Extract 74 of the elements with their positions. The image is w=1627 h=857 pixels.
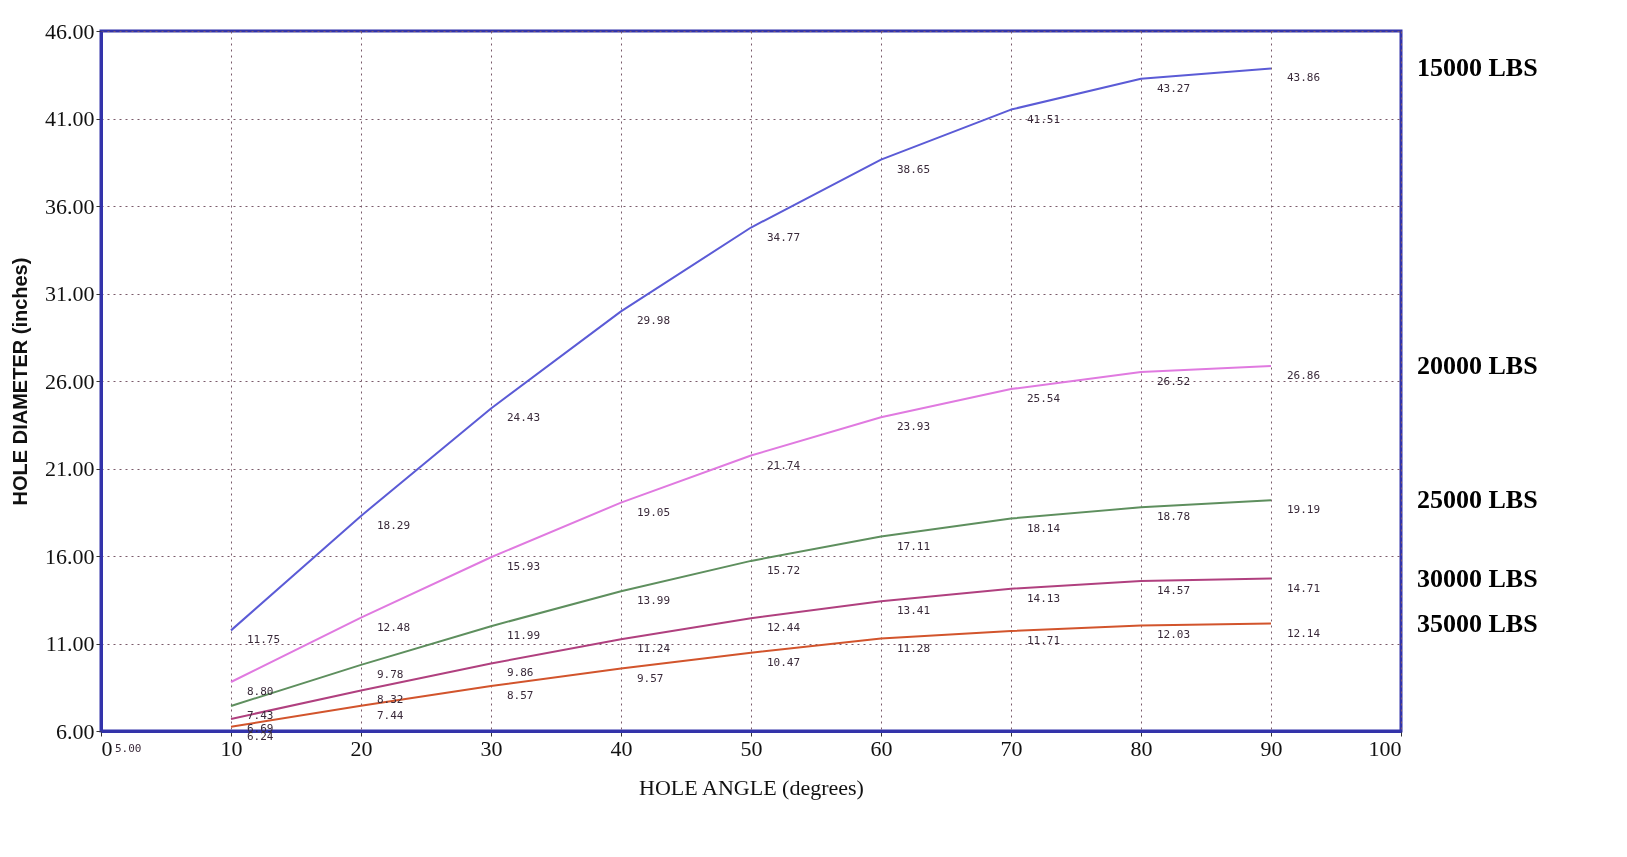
data-label: 11.75 — [247, 633, 281, 647]
data-label: 21.74 — [767, 458, 801, 472]
y-axis-title: HOLE DIAMETER (inches) — [9, 257, 31, 506]
y-tick-label: 16.00 — [45, 543, 95, 569]
data-label: 8.80 — [247, 685, 274, 698]
data-label: 7.44 — [377, 708, 404, 722]
y-tick-label: 41.00 — [45, 106, 95, 131]
data-label: 25.54 — [1027, 392, 1061, 406]
data-label: 11.99 — [507, 629, 541, 643]
y-tick-label: 31.00 — [45, 281, 95, 306]
data-label: 17.11 — [897, 539, 931, 553]
x-tick-label: 70 — [1000, 735, 1023, 761]
y-tick-label: 36.00 — [45, 193, 95, 219]
data-label: 18.78 — [1157, 510, 1191, 524]
data-label: 7.43 — [247, 708, 274, 722]
data-label: 11.24 — [637, 642, 671, 656]
data-label: 13.41 — [897, 604, 931, 618]
y-tick-label: 46.00 — [45, 18, 95, 44]
data-label: 18.14 — [1027, 521, 1061, 535]
data-label: 19.05 — [637, 505, 671, 519]
data-label: 11.71 — [1027, 634, 1061, 648]
data-label: 43.86 — [1287, 71, 1321, 85]
text: 5.00 — [115, 742, 142, 755]
text: 30000 LBS — [1417, 563, 1538, 593]
data-label: 38.65 — [897, 162, 931, 176]
x-tick-label: 30 — [480, 735, 503, 761]
data-label: 26.86 — [1287, 368, 1321, 382]
x-tick-label: 90 — [1260, 735, 1283, 761]
data-label: 41.51 — [1027, 112, 1061, 126]
y-tick-label: 26.00 — [45, 368, 95, 394]
text: 25000 LBS — [1417, 485, 1538, 515]
x-axis-title: HOLE ANGLE (degrees) — [639, 774, 864, 800]
x-tick-label: 60 — [870, 735, 893, 761]
data-label: 29.98 — [637, 314, 671, 328]
data-label: 8.57 — [507, 689, 534, 703]
x-tick-label: 20 — [350, 735, 373, 761]
data-label: 18.29 — [377, 518, 411, 532]
y-tick-label: 21.00 — [45, 456, 95, 481]
y-tick-label: 11.00 — [45, 631, 95, 656]
data-label: 12.14 — [1287, 626, 1321, 640]
line-series — [230, 67, 1272, 632]
x-tick-label: 40 — [610, 735, 633, 761]
line-series — [230, 364, 1272, 683]
x-tick-label: 50 — [740, 735, 763, 761]
data-label: 19.19 — [1287, 503, 1321, 517]
line-series — [230, 499, 1272, 707]
x-tick-label: 0 — [101, 735, 113, 761]
y-tick-label: 6.00 — [56, 718, 95, 744]
x-tick-label: 10 — [220, 735, 243, 761]
data-label: 14.57 — [1157, 584, 1191, 598]
data-label: 10.47 — [767, 655, 801, 669]
text: 20000 LBS — [1417, 350, 1538, 380]
data-label: 12.44 — [767, 621, 801, 635]
line-series — [230, 577, 1272, 720]
x-tick-label: 80 — [1130, 735, 1153, 761]
data-label: 11.28 — [897, 641, 931, 655]
data-label: 9.86 — [507, 666, 534, 680]
data-label: 13.99 — [637, 594, 671, 608]
data-label: 24.43 — [507, 411, 541, 425]
text: 15000 LBS — [1417, 53, 1538, 83]
data-label: 14.13 — [1027, 591, 1061, 605]
data-label: 12.48 — [377, 620, 411, 634]
data-label: 43.27 — [1157, 81, 1191, 95]
data-label: 15.93 — [507, 560, 541, 574]
data-label: 14.71 — [1287, 581, 1321, 595]
data-label: 15.72 — [767, 563, 801, 577]
x-tick-label: 100 — [1368, 735, 1402, 761]
data-label: 12.03 — [1157, 628, 1191, 642]
data-label: 34.77 — [767, 230, 801, 244]
text: 35000 LBS — [1417, 608, 1538, 638]
data-label: 9.78 — [377, 667, 404, 681]
data-label: 23.93 — [897, 420, 931, 434]
data-label: 26.52 — [1157, 374, 1191, 388]
data-label: 9.57 — [637, 671, 664, 685]
